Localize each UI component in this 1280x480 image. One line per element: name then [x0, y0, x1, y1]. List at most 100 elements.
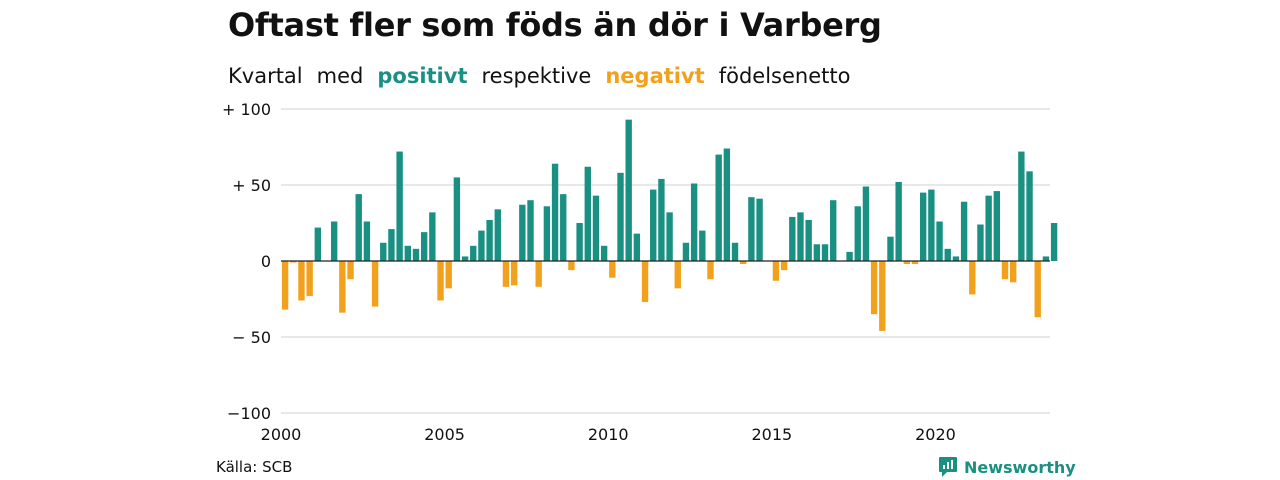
bar [445, 261, 452, 289]
bar [772, 261, 780, 281]
bar [895, 181, 902, 261]
bar [682, 242, 690, 261]
bar [805, 219, 812, 261]
bar [592, 195, 600, 261]
bar [306, 261, 313, 296]
bar [658, 178, 665, 261]
bar [903, 261, 911, 265]
bar [690, 183, 698, 261]
brand-logo: Newsworthy [938, 456, 1076, 478]
bar [404, 245, 411, 261]
bar [470, 245, 477, 261]
bar [290, 261, 297, 263]
bar [461, 256, 469, 261]
bar [1018, 151, 1025, 261]
bar [707, 261, 714, 280]
bar [347, 261, 354, 280]
bar [813, 244, 821, 261]
bar [879, 261, 886, 331]
bar [650, 189, 657, 261]
bar [486, 219, 493, 261]
bar [314, 227, 322, 261]
bar [1042, 256, 1050, 261]
source-label: Källa: SCB [216, 458, 293, 476]
bar [625, 119, 632, 261]
x-tick-label: 2020 [915, 425, 956, 444]
bar [1050, 223, 1058, 261]
bar [519, 204, 526, 261]
bar [502, 261, 510, 287]
bar [371, 261, 379, 307]
bar [780, 261, 788, 271]
bar [363, 221, 371, 261]
bar [731, 242, 739, 261]
bar [944, 248, 951, 261]
newsworthy-icon [939, 457, 957, 477]
bar [830, 200, 837, 261]
y-tick-label: + 100 [222, 100, 271, 119]
bar [281, 261, 289, 310]
bar [699, 230, 706, 261]
bar [887, 236, 894, 261]
bar [740, 261, 747, 265]
bar [617, 172, 624, 261]
bar [1034, 261, 1041, 318]
bar [576, 223, 583, 261]
bar [551, 163, 559, 261]
x-tick-label: 2000 [261, 425, 302, 444]
bar [380, 242, 387, 261]
bar [870, 261, 878, 315]
subtitle-word: respektive [481, 64, 592, 88]
subtitle-word: Kvartal [228, 64, 303, 88]
chart-title: Oftast fler som föds än dör i Varberg [228, 6, 882, 44]
bar [936, 221, 943, 261]
bar [535, 261, 542, 287]
bar [420, 232, 428, 261]
brand-label: Newsworthy [964, 457, 1076, 477]
bar [789, 216, 796, 261]
bar [584, 166, 591, 261]
bar [396, 151, 403, 261]
bar [723, 148, 731, 261]
bar [510, 261, 518, 286]
bar [339, 261, 346, 313]
bar [543, 206, 551, 261]
bar [355, 194, 362, 261]
bar [388, 229, 395, 261]
bar [928, 189, 935, 261]
bar [330, 221, 338, 261]
bar [862, 186, 870, 261]
bar [560, 194, 567, 261]
bar [993, 191, 1001, 261]
bar [453, 177, 461, 261]
bar [527, 200, 534, 261]
bar [952, 256, 960, 261]
bar [1009, 261, 1017, 283]
bar [412, 248, 420, 261]
bar [641, 261, 649, 303]
x-tick-label: 2010 [588, 425, 629, 444]
bar [854, 206, 861, 261]
bar [478, 230, 485, 261]
bar [1026, 171, 1033, 261]
x-tick-label: 2015 [751, 425, 792, 444]
bar [298, 261, 305, 301]
bar [609, 261, 616, 278]
bar [633, 233, 641, 261]
subtitle-word: födelsenetto [718, 64, 851, 88]
subtitle-negative-label: negativt [605, 64, 705, 88]
bar [756, 198, 763, 261]
bar [568, 261, 575, 271]
y-tick-label: + 50 [232, 176, 271, 195]
bar [846, 251, 853, 261]
bar [797, 212, 804, 261]
bar [920, 192, 927, 261]
x-tick-label: 2005 [424, 425, 465, 444]
bar [911, 261, 919, 265]
bar [977, 224, 984, 261]
bar [969, 261, 976, 295]
chart-subtitle: Kvartal med positivt respektive negativt föde… [228, 64, 864, 88]
bar [674, 261, 681, 289]
bar [600, 245, 608, 261]
